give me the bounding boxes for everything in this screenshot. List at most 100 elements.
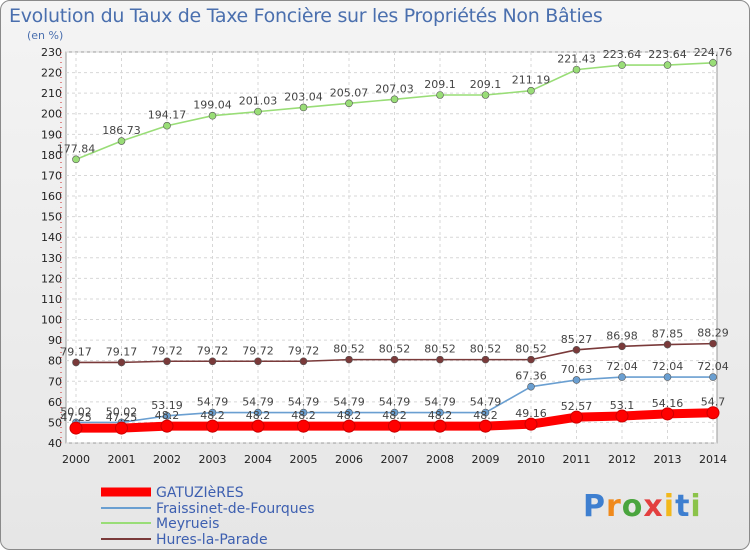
data-label: 54.79 [333, 396, 365, 409]
data-point[interactable] [117, 358, 126, 367]
y-tick-label: 60 [48, 396, 62, 409]
legend-label: Meyrueis [156, 516, 219, 532]
data-point[interactable] [661, 407, 674, 421]
data-point[interactable] [345, 408, 353, 417]
data-point[interactable] [433, 419, 447, 433]
data-point[interactable] [388, 419, 401, 433]
data-point[interactable] [527, 86, 535, 95]
data-point[interactable] [254, 357, 262, 366]
data-point[interactable] [663, 61, 672, 69]
data-point[interactable] [615, 409, 629, 423]
chart-title: Evolution du Taux de Taxe Foncière sur l… [9, 5, 603, 27]
data-point[interactable] [208, 357, 217, 366]
data-point[interactable] [345, 355, 353, 364]
x-tick-label: 2002 [153, 453, 181, 466]
x-tick-label: 2001 [108, 453, 136, 466]
data-point[interactable] [663, 373, 672, 381]
data-point[interactable] [342, 419, 356, 433]
data-point[interactable] [254, 107, 262, 116]
data-point[interactable] [618, 373, 626, 381]
data-label: 221.43 [557, 53, 596, 66]
data-point[interactable] [208, 408, 217, 417]
y-tick-label: 80 [48, 355, 62, 368]
y-tick-label: 160 [41, 190, 62, 203]
data-label: 205.07 [330, 86, 369, 99]
y-tick-label: 170 [41, 169, 62, 182]
data-point[interactable] [299, 357, 308, 366]
data-point[interactable] [481, 355, 490, 364]
data-point[interactable] [570, 410, 583, 424]
data-label: 85.27 [561, 333, 593, 346]
x-tick-label: 2004 [244, 453, 272, 466]
data-point[interactable] [72, 155, 80, 164]
data-label: 72.04 [652, 360, 684, 373]
data-point[interactable] [117, 137, 126, 145]
data-point[interactable] [69, 421, 83, 435]
data-point[interactable] [160, 419, 174, 433]
data-label: 201.03 [239, 95, 278, 108]
data-label: 223.64 [648, 48, 687, 61]
data-label: 67.36 [515, 370, 547, 383]
data-point[interactable] [254, 408, 262, 417]
y-tick-label: 150 [41, 211, 62, 224]
y-tick-label: 230 [41, 46, 62, 59]
data-label: 79.17 [106, 345, 138, 358]
data-label: 80.52 [424, 343, 456, 356]
data-point[interactable] [390, 408, 399, 417]
y-tick-label: 100 [41, 314, 62, 327]
data-point[interactable] [709, 58, 717, 67]
data-point[interactable] [572, 376, 581, 384]
data-point[interactable] [618, 61, 626, 69]
data-point[interactable] [479, 419, 492, 433]
data-label: 48.2 [428, 409, 453, 422]
data-label: 54.79 [288, 396, 320, 409]
data-point[interactable] [297, 419, 310, 433]
data-point[interactable] [299, 408, 308, 417]
data-point[interactable] [390, 355, 399, 364]
data-point[interactable] [345, 99, 353, 108]
data-point[interactable] [618, 342, 626, 351]
data-point[interactable] [709, 339, 717, 348]
data-point[interactable] [572, 65, 581, 74]
data-point[interactable] [481, 91, 490, 99]
x-tick-label: 2011 [563, 453, 591, 466]
data-point[interactable] [706, 406, 720, 420]
data-point[interactable] [299, 103, 308, 112]
data-label: 54.79 [197, 396, 229, 409]
data-point[interactable] [436, 408, 444, 417]
data-point[interactable] [163, 121, 171, 130]
data-label: 72.04 [697, 360, 729, 373]
data-point[interactable] [390, 95, 399, 104]
data-point[interactable] [163, 412, 171, 420]
data-point[interactable] [206, 419, 219, 433]
data-label: 48.2 [337, 409, 362, 422]
data-label: 72.04 [606, 360, 638, 373]
data-label: 70.63 [561, 363, 593, 376]
data-label: 47.25 [60, 411, 92, 424]
data-label: 79.72 [288, 344, 320, 357]
data-point[interactable] [163, 357, 171, 366]
data-point[interactable] [115, 421, 128, 435]
data-label: 53.19 [151, 399, 183, 412]
data-point[interactable] [663, 340, 672, 349]
data-label: 209.1 [424, 78, 456, 91]
data-point[interactable] [436, 91, 444, 99]
data-point[interactable] [709, 373, 717, 381]
data-point[interactable] [436, 355, 444, 364]
x-tick-label: 2014 [699, 453, 727, 466]
data-point[interactable] [527, 382, 535, 391]
data-point[interactable] [572, 346, 581, 354]
data-point[interactable] [72, 358, 80, 367]
data-point[interactable] [481, 408, 490, 417]
data-point[interactable] [527, 355, 535, 364]
y-tick-label: 190 [41, 128, 62, 141]
data-point[interactable] [524, 417, 538, 431]
legend-label: GATUZIèRES [156, 485, 244, 501]
data-label: 186.73 [102, 124, 141, 137]
x-tick-label: 2010 [517, 453, 545, 466]
data-label: 79.17 [60, 345, 92, 358]
data-point[interactable] [251, 419, 265, 433]
data-point[interactable] [208, 111, 217, 120]
y-tick-label: 90 [48, 334, 62, 347]
